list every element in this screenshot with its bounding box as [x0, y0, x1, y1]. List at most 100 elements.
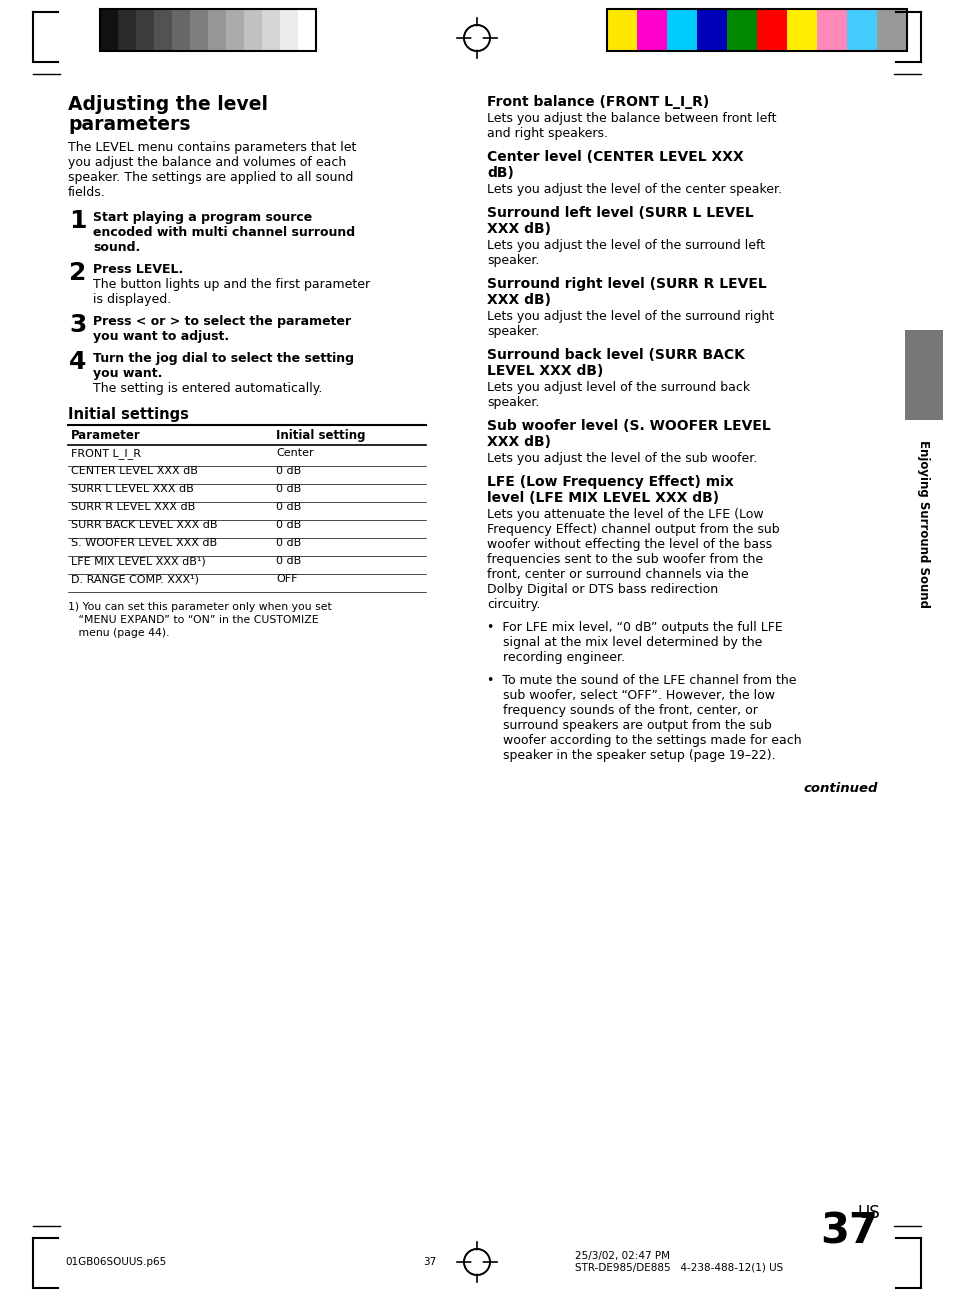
Text: 01GB06SOUUS.p65: 01GB06SOUUS.p65: [65, 1257, 166, 1268]
Bar: [757, 9, 786, 51]
Bar: [153, 9, 172, 51]
Text: Dolby Digital or DTS bass redirection: Dolby Digital or DTS bass redirection: [486, 582, 718, 595]
Text: Lets you adjust the level of the center speaker.: Lets you adjust the level of the center …: [486, 183, 781, 196]
Text: surround speakers are output from the sub: surround speakers are output from the su…: [486, 719, 771, 732]
Text: Lets you adjust the level of the sub woofer.: Lets you adjust the level of the sub woo…: [486, 452, 757, 465]
Text: woofer without effecting the level of the bass: woofer without effecting the level of th…: [486, 538, 771, 551]
Text: recording engineer.: recording engineer.: [486, 651, 624, 664]
Bar: [816, 9, 846, 51]
Text: SURR R LEVEL XXX dB: SURR R LEVEL XXX dB: [71, 502, 195, 512]
Text: Lets you adjust the level of the surround left: Lets you adjust the level of the surroun…: [486, 239, 764, 252]
Text: The setting is entered automatically.: The setting is entered automatically.: [92, 382, 322, 395]
Text: Sub woofer level (S. WOOFER LEVEL: Sub woofer level (S. WOOFER LEVEL: [486, 419, 770, 433]
Text: US: US: [857, 1204, 880, 1222]
Text: 4: 4: [69, 350, 87, 374]
Text: Lets you adjust the level of the surround right: Lets you adjust the level of the surroun…: [486, 309, 773, 322]
Text: Surround left level (SURR L LEVEL: Surround left level (SURR L LEVEL: [486, 205, 753, 220]
Ellipse shape: [472, 27, 481, 49]
Text: •  For LFE mix level, “0 dB” outputs the full LFE: • For LFE mix level, “0 dB” outputs the …: [486, 621, 781, 634]
Text: level (LFE MIX LEVEL XXX dB): level (LFE MIX LEVEL XXX dB): [486, 491, 719, 504]
Text: 0 dB: 0 dB: [275, 520, 301, 530]
Text: 25/3/02, 02:47 PM: 25/3/02, 02:47 PM: [575, 1251, 669, 1261]
Text: continued: continued: [802, 783, 877, 796]
Text: Parameter: Parameter: [71, 429, 141, 442]
Text: 1) You can set this parameter only when you set: 1) You can set this parameter only when …: [68, 602, 332, 612]
Text: 2: 2: [69, 261, 87, 285]
Bar: [726, 9, 757, 51]
Text: STR-DE985/DE885   4-238-488-12(1) US: STR-DE985/DE885 4-238-488-12(1) US: [575, 1264, 782, 1273]
Text: frequencies sent to the sub woofer from the: frequencies sent to the sub woofer from …: [486, 552, 762, 566]
Bar: [118, 9, 136, 51]
Text: speaker.: speaker.: [486, 325, 538, 338]
Text: circuitry.: circuitry.: [486, 598, 539, 611]
Text: XXX dB): XXX dB): [486, 436, 551, 448]
Bar: [606, 9, 906, 51]
Text: Center: Center: [275, 448, 314, 458]
Bar: [666, 9, 697, 51]
Bar: [226, 9, 244, 51]
Text: Enjoying Surround Sound: Enjoying Surround Sound: [917, 439, 929, 608]
Text: Turn the jog dial to select the setting: Turn the jog dial to select the setting: [92, 352, 354, 365]
Circle shape: [472, 34, 481, 43]
Text: 0 dB: 0 dB: [275, 538, 301, 549]
Text: FRONT L_I_R: FRONT L_I_R: [71, 448, 141, 459]
Text: sound.: sound.: [92, 240, 140, 254]
Text: sub woofer, select “OFF”. However, the low: sub woofer, select “OFF”. However, the l…: [486, 689, 774, 702]
Bar: [262, 9, 280, 51]
Text: XXX dB): XXX dB): [486, 222, 551, 237]
Bar: [297, 9, 315, 51]
Text: S. WOOFER LEVEL XXX dB: S. WOOFER LEVEL XXX dB: [71, 538, 217, 549]
Text: you adjust the balance and volumes of each: you adjust the balance and volumes of ea…: [68, 156, 346, 169]
Bar: [876, 9, 906, 51]
Text: 37: 37: [820, 1210, 877, 1252]
Text: 37: 37: [423, 1257, 436, 1268]
Ellipse shape: [472, 1251, 481, 1273]
Text: 3: 3: [69, 313, 87, 337]
Bar: [280, 9, 297, 51]
Text: speaker.: speaker.: [486, 254, 538, 266]
Bar: [697, 9, 726, 51]
Text: Surround right level (SURR R LEVEL: Surround right level (SURR R LEVEL: [486, 277, 766, 291]
Bar: [136, 9, 153, 51]
Text: speaker.: speaker.: [486, 396, 538, 410]
Text: you want to adjust.: you want to adjust.: [92, 330, 229, 343]
Text: •  To mute the sound of the LFE channel from the: • To mute the sound of the LFE channel f…: [486, 673, 796, 686]
Bar: [637, 9, 666, 51]
Text: The LEVEL menu contains parameters that let: The LEVEL menu contains parameters that …: [68, 140, 356, 153]
Text: you want.: you want.: [92, 367, 162, 380]
Text: LFE (Low Frequency Effect) mix: LFE (Low Frequency Effect) mix: [486, 474, 733, 489]
Text: speaker in the speaker setup (page 19–22).: speaker in the speaker setup (page 19–22…: [486, 749, 775, 762]
Text: signal at the mix level determined by the: signal at the mix level determined by th…: [486, 636, 761, 649]
Text: Initial setting: Initial setting: [275, 429, 365, 442]
Bar: [172, 9, 190, 51]
Text: woofer according to the settings made for each: woofer according to the settings made fo…: [486, 734, 801, 747]
Text: 0 dB: 0 dB: [275, 465, 301, 476]
Text: Press LEVEL.: Press LEVEL.: [92, 263, 183, 276]
Text: 0 dB: 0 dB: [275, 484, 301, 494]
Text: 0 dB: 0 dB: [275, 556, 301, 566]
Bar: [208, 9, 226, 51]
Text: front, center or surround channels via the: front, center or surround channels via t…: [486, 568, 748, 581]
Text: OFF: OFF: [275, 575, 297, 584]
Text: and right speakers.: and right speakers.: [486, 127, 607, 140]
Bar: [606, 9, 637, 51]
Text: Frequency Effect) channel output from the sub: Frequency Effect) channel output from th…: [486, 523, 779, 536]
Text: dB): dB): [486, 166, 514, 179]
Bar: [904, 330, 942, 420]
Text: is displayed.: is displayed.: [92, 292, 172, 306]
Text: LEVEL XXX dB): LEVEL XXX dB): [486, 364, 602, 378]
Text: Start playing a program source: Start playing a program source: [92, 211, 312, 224]
Circle shape: [472, 1257, 481, 1266]
Bar: [100, 9, 315, 51]
Text: parameters: parameters: [68, 114, 191, 134]
Text: Press < or > to select the parameter: Press < or > to select the parameter: [92, 315, 351, 328]
Text: fields.: fields.: [68, 186, 106, 199]
Text: frequency sounds of the front, center, or: frequency sounds of the front, center, o…: [486, 705, 757, 718]
Bar: [846, 9, 876, 51]
Text: menu (page 44).: menu (page 44).: [68, 628, 170, 638]
Bar: [786, 9, 816, 51]
Text: The button lights up and the first parameter: The button lights up and the first param…: [92, 278, 370, 291]
Text: CENTER LEVEL XXX dB: CENTER LEVEL XXX dB: [71, 465, 197, 476]
Text: D. RANGE COMP. XXX¹): D. RANGE COMP. XXX¹): [71, 575, 199, 584]
Text: SURR L LEVEL XXX dB: SURR L LEVEL XXX dB: [71, 484, 193, 494]
